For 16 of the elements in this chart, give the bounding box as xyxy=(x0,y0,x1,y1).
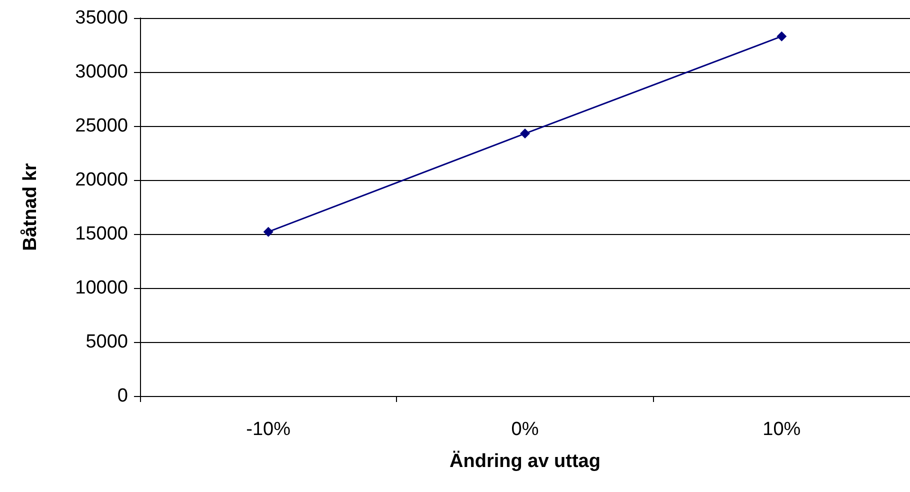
x-tick-label: 10% xyxy=(762,419,801,440)
y-tick-label: 30000 xyxy=(75,62,128,82)
y-tick-label: 5000 xyxy=(86,332,128,352)
point xyxy=(520,128,530,139)
y-axis-title: Båtnad kr xyxy=(20,162,41,251)
y-tick-label: 0 xyxy=(117,386,128,406)
y-tick-label: 35000 xyxy=(75,8,128,28)
y-tick-label: 20000 xyxy=(75,170,128,190)
x-axis-title: Ändring av uttag xyxy=(450,450,600,472)
x-tick-label: -10% xyxy=(246,419,291,440)
y-tick-label: 10000 xyxy=(75,278,128,298)
point xyxy=(776,31,787,42)
point xyxy=(263,226,274,237)
x-tick-label: 0% xyxy=(511,419,539,440)
y-tick-label: 15000 xyxy=(75,224,128,244)
y-tick-label: 25000 xyxy=(75,116,128,136)
